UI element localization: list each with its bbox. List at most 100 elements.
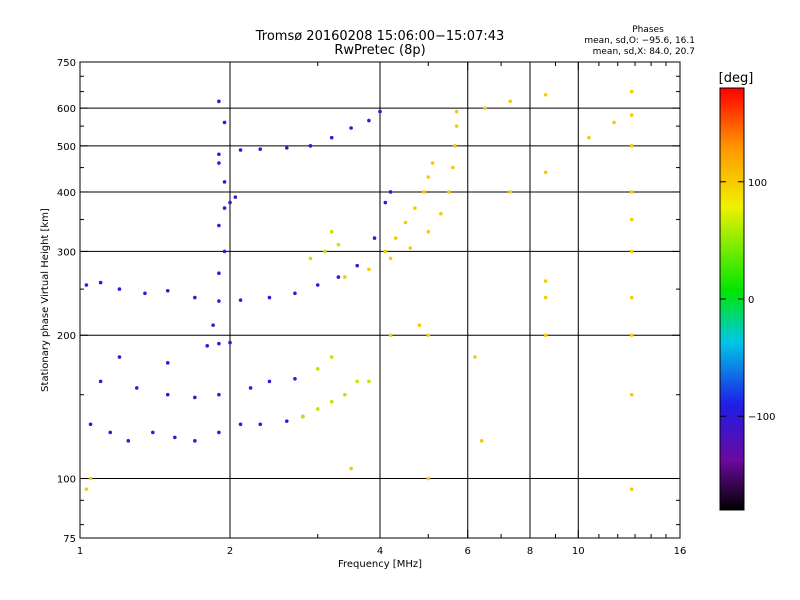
echo-point — [108, 430, 113, 435]
colorbar-label: [deg] — [719, 71, 754, 86]
echo-point — [426, 476, 431, 481]
echo-point — [426, 333, 431, 338]
y-tick-label: 300 — [57, 247, 76, 258]
echo-point — [88, 422, 93, 427]
echo-point — [165, 392, 170, 397]
colorbar-ticks: 100 0 −100 — [720, 178, 775, 423]
x-tick-label: 10 — [572, 546, 585, 557]
echo-point — [422, 190, 426, 194]
echo-point — [629, 392, 634, 397]
echo-point — [543, 170, 548, 175]
echo-point — [267, 379, 272, 384]
stats-line-o: mean, sd,O: −95.6, 16.1 — [584, 36, 695, 46]
echo-point — [165, 288, 170, 293]
echo-point — [173, 435, 177, 440]
echo-point — [151, 430, 155, 435]
echo-point — [629, 144, 634, 148]
echo-point — [315, 367, 320, 371]
y-tick-label: 200 — [57, 331, 76, 342]
echo-point — [372, 236, 377, 240]
echo-point — [217, 152, 221, 157]
echo-point — [426, 229, 431, 234]
echo-point — [193, 295, 197, 300]
echo-point — [143, 291, 147, 296]
echo-point — [388, 256, 393, 261]
echo-point — [355, 263, 359, 268]
colorbar-tick-label: −100 — [748, 412, 775, 423]
echo-point — [367, 118, 371, 123]
echo-point — [84, 283, 89, 287]
stats-line-x: mean, sd,X: 84.0, 20.7 — [593, 47, 695, 57]
echo-point — [629, 113, 634, 117]
axis-ticks: 1 2 4 6 8 10 16 75 100 200 300 400 500 600 750 — [57, 58, 686, 557]
echo-point — [301, 414, 305, 419]
echo-point — [98, 379, 103, 384]
echo-point — [222, 206, 227, 210]
x-tick-label: 4 — [377, 546, 383, 557]
echo-point — [238, 148, 243, 152]
echo-point — [447, 190, 451, 194]
stats-heading: Phases — [632, 25, 664, 35]
echo-point — [211, 323, 215, 327]
echo-point — [426, 175, 431, 179]
colorbar-tick-label: 100 — [748, 178, 767, 189]
echo-point — [88, 476, 93, 481]
echo-point — [217, 271, 221, 276]
x-tick-label: 6 — [465, 546, 471, 557]
echo-point — [165, 361, 170, 365]
x-tick-label: 8 — [527, 546, 533, 557]
echo-point — [612, 120, 616, 125]
echo-point — [336, 275, 341, 279]
echo-point — [629, 333, 634, 338]
echo-point — [430, 161, 435, 165]
y-tick-label: 500 — [57, 142, 76, 153]
echo-point — [343, 275, 347, 279]
echo-point — [451, 165, 455, 170]
echo-point — [222, 120, 227, 125]
echo-point — [117, 355, 122, 359]
echo-point — [248, 386, 253, 390]
echo-point — [98, 280, 103, 285]
x-tick-label: 1 — [77, 546, 83, 557]
echo-point — [308, 144, 313, 148]
grid-lines — [80, 62, 680, 538]
echo-point — [408, 246, 413, 250]
echo-point — [543, 92, 548, 97]
echo-point — [228, 200, 232, 205]
echo-point — [222, 249, 227, 254]
echo-point — [233, 195, 238, 199]
data-points — [84, 89, 634, 491]
echo-point — [293, 291, 297, 296]
echo-point — [126, 439, 131, 443]
echo-point — [483, 106, 487, 110]
echo-point — [439, 211, 443, 216]
echo-point — [629, 190, 634, 194]
x-axis-label: Frequency [MHz] — [338, 559, 422, 570]
echo-point — [629, 487, 634, 491]
chart-title: Tromsø 20160208 15:06:00−15:07:43 — [255, 29, 505, 44]
echo-point — [217, 99, 221, 104]
echo-point — [454, 124, 459, 128]
echo-point — [479, 439, 484, 443]
echo-point — [629, 89, 634, 94]
echo-point — [378, 109, 382, 114]
echo-point — [258, 422, 263, 427]
echo-point — [388, 333, 393, 338]
echo-point — [284, 419, 289, 423]
echo-point — [383, 249, 388, 254]
echo-point — [508, 99, 512, 104]
echo-point — [417, 323, 422, 327]
echo-point — [413, 206, 417, 210]
echo-point — [134, 386, 139, 390]
y-tick-label: 400 — [57, 188, 76, 199]
echo-point — [217, 299, 221, 303]
chart-subtitle: RwPretec (8p) — [334, 43, 425, 58]
echo-point — [388, 190, 393, 194]
echo-point — [543, 295, 548, 300]
echo-point — [84, 487, 89, 491]
echo-point — [403, 220, 408, 225]
echo-point — [193, 439, 197, 443]
echo-point — [217, 341, 221, 346]
echo-point — [393, 236, 398, 240]
